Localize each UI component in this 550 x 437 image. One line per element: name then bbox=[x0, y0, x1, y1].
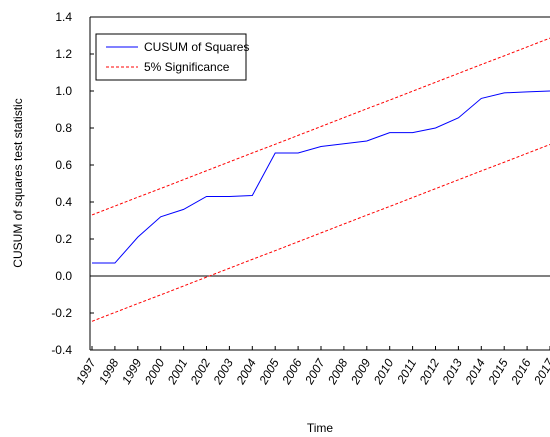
y-tick-label: 1.0 bbox=[55, 84, 72, 98]
legend-label: CUSUM of Squares bbox=[144, 40, 249, 54]
x-tick-label: 2009 bbox=[347, 356, 373, 387]
x-axis-label: Time bbox=[307, 421, 334, 435]
legend-label: 5% Significance bbox=[144, 60, 230, 74]
y-tick-label: 0.2 bbox=[55, 232, 72, 246]
x-tick-label: 2013 bbox=[439, 356, 465, 387]
y-tick-label: 1.2 bbox=[55, 47, 72, 61]
y-tick-label: 1.4 bbox=[55, 10, 72, 24]
x-tick-label: 2007 bbox=[302, 355, 329, 387]
y-tick-label: -0.2 bbox=[51, 306, 72, 320]
x-tick-label: 2000 bbox=[141, 356, 167, 387]
legend-box bbox=[95, 33, 247, 81]
x-tick-label: 2003 bbox=[210, 356, 236, 387]
series-line bbox=[92, 90, 550, 264]
y-tick-label: 0.4 bbox=[55, 195, 72, 209]
x-tick-label: 2008 bbox=[325, 356, 351, 387]
y-axis-label: CUSUM of squares test statistic bbox=[11, 98, 25, 267]
x-tick-label: 2004 bbox=[233, 356, 259, 387]
x-tick-label: 1998 bbox=[96, 356, 122, 386]
x-tick-label: 2010 bbox=[370, 356, 396, 387]
x-tick-label: 2005 bbox=[256, 356, 282, 387]
x-tick-label: 1997 bbox=[73, 355, 99, 386]
y-tick-label: -0.4 bbox=[51, 343, 72, 357]
x-tick-label: 2015 bbox=[485, 356, 511, 387]
x-tick-label: 2006 bbox=[279, 356, 305, 387]
y-tick-label: 0.8 bbox=[55, 121, 72, 135]
x-tick-label: 2012 bbox=[416, 356, 442, 387]
band-lower bbox=[91, 143, 550, 322]
x-tick-label: 2011 bbox=[394, 357, 420, 387]
x-tick-label: 1999 bbox=[119, 356, 145, 386]
y-tick-label: 0.6 bbox=[55, 158, 72, 172]
x-tick-label: 2017 bbox=[531, 355, 550, 387]
x-tick-label: 2002 bbox=[187, 356, 213, 387]
x-tick-label: 2014 bbox=[462, 356, 488, 387]
x-tick-label: 2016 bbox=[508, 356, 534, 387]
x-tick-label: 2001 bbox=[164, 357, 190, 388]
y-tick-label: 0.0 bbox=[55, 269, 72, 283]
band-upper bbox=[91, 37, 550, 216]
